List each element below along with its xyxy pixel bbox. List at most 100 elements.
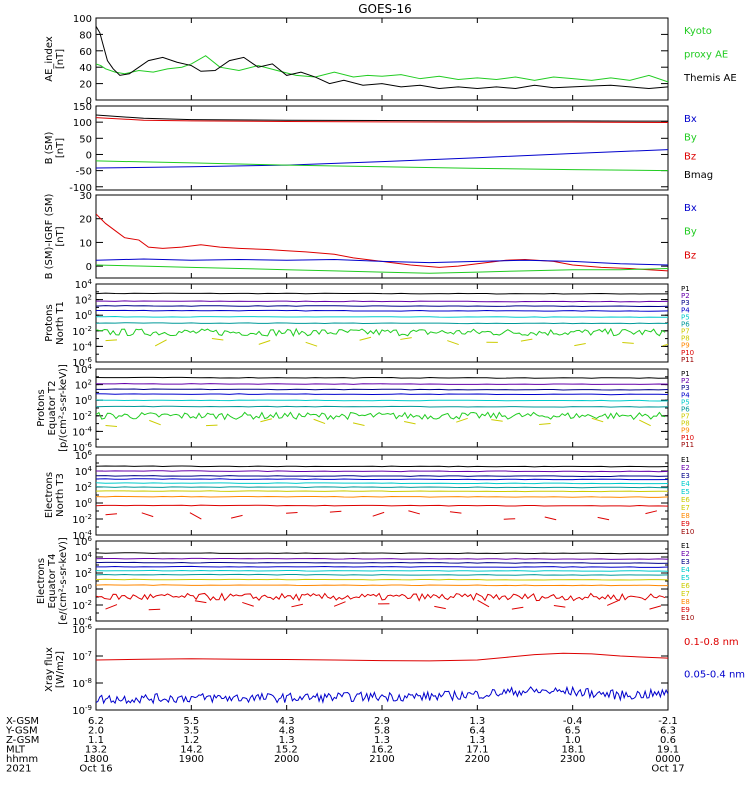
y-tick-label: 102: [75, 294, 92, 307]
y-tick-label: 100: [75, 583, 92, 596]
y-tick-label: 0: [86, 150, 92, 161]
y-tick-label: 10: [79, 238, 92, 249]
x-axis-value: Oct 16: [79, 764, 112, 775]
legend-entry: E1: [681, 542, 690, 550]
series-segment: [404, 420, 416, 425]
legend-entry: E6: [681, 496, 690, 504]
y-tick-label: 104: [75, 551, 93, 564]
x-axis-value: 6.5: [565, 726, 581, 737]
legend-entry: E8: [681, 512, 690, 520]
y-axis-label: [e/(cm²-s-sr-keV)]: [58, 537, 69, 625]
series-line: [96, 405, 668, 408]
y-tick-label: 106: [75, 535, 93, 548]
legend-entry: P6: [681, 320, 690, 328]
series-line: [96, 309, 668, 312]
series-line: [96, 383, 668, 385]
y-tick-label: 50: [79, 134, 92, 145]
legend-entry: P4: [681, 391, 690, 399]
x-axis-row-label: MLT: [6, 745, 26, 756]
legend-entry: By: [684, 227, 697, 238]
series-line: [96, 292, 668, 295]
legend-entry: P2: [681, 292, 690, 300]
panel-frame: [95, 17, 669, 101]
legend-entry: P10: [681, 434, 694, 442]
series-line: [96, 478, 668, 481]
series-segment: [359, 336, 372, 341]
x-axis-value: 3.5: [183, 726, 199, 737]
series-group: [96, 552, 668, 611]
series-line: [96, 114, 668, 122]
legend-entry: P11: [681, 441, 694, 449]
y-tick-label: 100: [73, 14, 92, 25]
series-segment: [607, 600, 619, 606]
series-group: [96, 376, 668, 428]
series-line: [96, 578, 668, 581]
x-axis-row-label: hhmm: [6, 754, 38, 765]
series-segment: [148, 608, 161, 611]
legend-entry: Bx: [684, 114, 697, 125]
series-line: [96, 561, 668, 564]
y-tick-label: 30: [79, 191, 92, 202]
y-axis-label: Protons: [44, 304, 55, 341]
legend-entry: E8: [681, 598, 690, 606]
series-segment: [149, 419, 161, 426]
series-line: [96, 300, 668, 303]
series-segment: [539, 423, 551, 426]
series-segment: [141, 512, 154, 518]
y-tick-label: 60: [79, 47, 92, 58]
series-segment: [591, 417, 604, 423]
x-axis-value: 6.4: [469, 726, 485, 737]
series-line: [96, 264, 668, 274]
y-tick-label: 10-4: [72, 340, 92, 353]
series-line: [96, 685, 668, 705]
y-tick-label: 106: [75, 449, 93, 462]
x-axis-row-label: X-GSM: [6, 716, 39, 727]
series-segment: [260, 418, 272, 423]
legend-entry: P1: [681, 370, 690, 378]
x-axis-value: 1.1: [88, 735, 104, 746]
legend-entry: P7: [681, 413, 690, 421]
legend-entry: P3: [681, 384, 690, 392]
series-line: [96, 327, 666, 337]
x-axis-value: 6.3: [660, 726, 676, 737]
series-segment: [639, 419, 651, 427]
series-group: [96, 465, 668, 521]
series-line: [96, 504, 668, 507]
y-tick-label: 10-6: [72, 623, 92, 636]
series-segment: [662, 343, 668, 347]
series-segment: [286, 512, 298, 514]
series-line: [96, 149, 668, 169]
series-line: [96, 573, 668, 576]
panel-frame: [95, 368, 669, 448]
series-line: [96, 117, 668, 123]
x-axis-value: 4.8: [279, 726, 295, 737]
x-axis-value: 16.2: [371, 745, 393, 756]
x-axis-value: 0000: [655, 754, 680, 765]
legend-entry: E2: [681, 550, 690, 558]
y-axis-label: AE_index: [44, 36, 55, 82]
panel-frame: [95, 105, 669, 191]
legend-entry: P9: [681, 427, 690, 435]
legend-entry: E6: [681, 582, 690, 590]
x-axis-value: 17.1: [466, 745, 488, 756]
series-segment: [491, 419, 503, 422]
y-tick-label: 20: [79, 80, 92, 91]
series-segment: [242, 601, 254, 607]
legend-entry: E2: [681, 464, 690, 472]
x-axis-value: 1.0: [565, 735, 581, 746]
y-tick-label: 102: [75, 481, 92, 494]
x-axis-value: 2000: [274, 754, 299, 765]
panel-b-sm: -100 -50 0 50 100 150 B (SM) [nT] Bx By Bz Bmag: [44, 102, 713, 194]
x-axis-value: 1.3: [374, 735, 390, 746]
legend-entry: Themis AE: [683, 73, 737, 84]
x-axis-value: 1.3: [279, 735, 295, 746]
series-line: [96, 55, 668, 83]
series-line: [96, 486, 668, 489]
legend-entry: P8: [681, 420, 690, 428]
legend-entry: 0.05-0.4 nm: [684, 669, 745, 680]
series-segment: [477, 599, 490, 608]
legend-entry: E7: [681, 504, 690, 512]
